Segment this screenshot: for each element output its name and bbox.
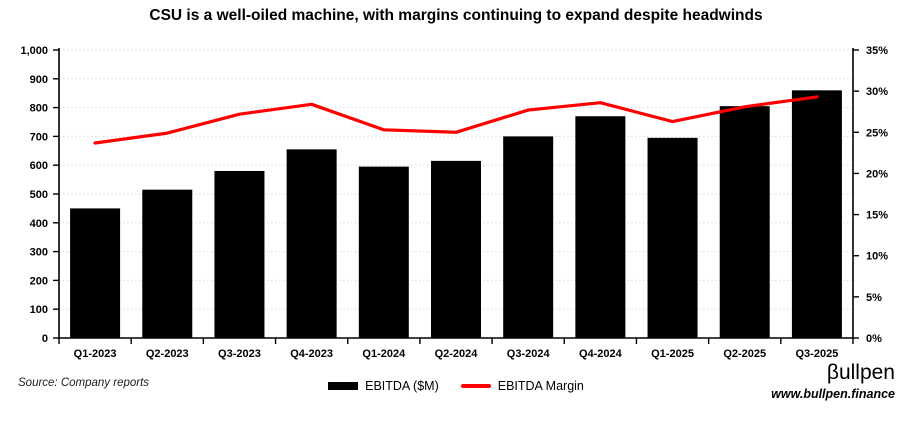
branding: βullpen www.bullpen.finance <box>771 361 895 401</box>
left-axis-tick-label: 100 <box>30 304 48 316</box>
x-axis-category-label: Q4-2023 <box>290 348 333 360</box>
left-axis-tick-label: 1,000 <box>20 45 48 57</box>
left-axis-tick-label: 900 <box>30 74 48 86</box>
left-axis-tick-label: 800 <box>30 103 48 115</box>
ebitda-bar-Q3-2023 <box>214 170 265 338</box>
ebitda-bar-swatch-icon <box>328 382 359 390</box>
ebitda-bar-Q3-2025 <box>791 90 842 338</box>
left-axis-tick-label: 0 <box>42 333 48 345</box>
left-axis-tick-label: 600 <box>30 160 48 172</box>
bullpen-url: www.bullpen.finance <box>771 387 895 402</box>
right-axis-tick-label: 5% <box>866 292 882 304</box>
ebitda-margin-line <box>93 95 819 145</box>
right-axis-tick-label: 35% <box>866 45 888 57</box>
ebitda-bar-Q4-2024 <box>575 116 626 339</box>
right-axis-tick-label: 15% <box>866 210 888 222</box>
right-axis-tick-label: 25% <box>866 127 888 139</box>
left-axis-tick-label: 200 <box>30 275 48 287</box>
x-axis-category-label: Q1-2024 <box>362 348 406 360</box>
left-axis-tick-label: 300 <box>30 247 48 259</box>
x-axis-category-label: Q3-2023 <box>218 348 261 360</box>
left-axis-tick-label: 700 <box>30 131 48 143</box>
x-axis-category-label: Q3-2025 <box>796 348 839 360</box>
ebitda-bar-Q2-2023 <box>142 189 193 338</box>
right-axis-tick-label: 30% <box>866 86 888 98</box>
x-axis-category-label: Q2-2024 <box>435 348 479 360</box>
ebitda-bar-Q4-2023 <box>286 149 337 338</box>
left-axis-tick-label: 500 <box>30 189 48 201</box>
source-note: Source: Company reports <box>18 377 150 389</box>
x-axis-category-label: Q3-2024 <box>507 348 551 360</box>
ebitda-bar-Q2-2025 <box>719 106 770 338</box>
legend-margin-label: EBITDA Margin <box>497 379 584 393</box>
x-axis-category-label: Q1-2025 <box>651 348 694 360</box>
right-axis-tick-label: 10% <box>866 251 888 263</box>
right-axis-tick-label: 20% <box>866 168 888 180</box>
legend-ebitda-label: EBITDA ($M) <box>365 379 439 393</box>
ebitda-bar-Q2-2024 <box>431 160 481 338</box>
margin-line-swatch-icon <box>460 384 491 388</box>
x-axis-category-label: Q4-2024 <box>579 348 623 360</box>
ebitda-bar-Q3-2024 <box>503 136 554 338</box>
chart-title: CSU is a well-oiled machine, with margin… <box>149 7 763 24</box>
bullpen-logo: βullpen <box>826 361 895 384</box>
right-axis-tick-label: 0% <box>866 333 882 345</box>
legend-item-ebitda: EBITDA ($M) <box>328 379 439 393</box>
x-axis-category-label: Q2-2023 <box>146 348 189 360</box>
left-axis-tick-label: 400 <box>30 218 48 230</box>
legend-item-margin: EBITDA Margin <box>460 379 584 393</box>
ebitda-bar-Q1-2025 <box>647 137 698 338</box>
x-axis-category-label: Q2-2025 <box>723 348 766 360</box>
x-axis-category-label: Q1-2023 <box>74 348 117 360</box>
ebitda-bar-Q1-2024 <box>358 166 409 338</box>
legend: EBITDA ($M) EBITDA Margin <box>0 379 912 393</box>
ebitda-bar-Q1-2023 <box>70 208 121 338</box>
